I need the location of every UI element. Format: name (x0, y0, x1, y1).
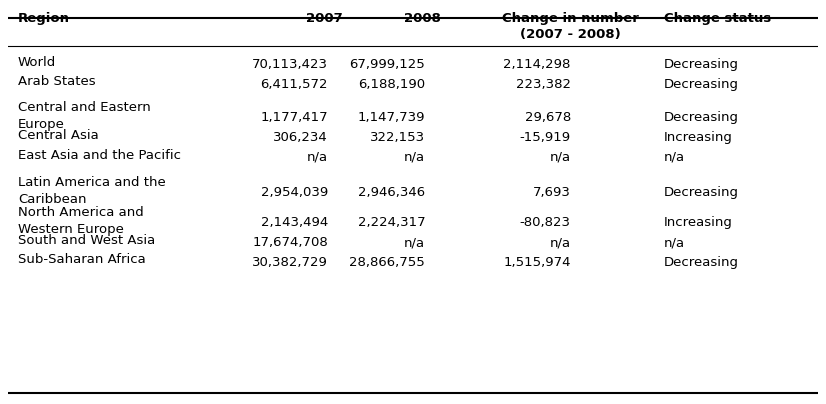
Text: Latin America and the
Caribbean: Latin America and the Caribbean (18, 176, 166, 206)
Text: Change status: Change status (664, 12, 771, 25)
Text: n/a: n/a (664, 151, 685, 164)
Text: 2,946,346: 2,946,346 (358, 186, 425, 199)
Text: Decreasing: Decreasing (664, 111, 739, 124)
Text: World: World (18, 55, 56, 69)
Text: 17,674,708: 17,674,708 (252, 236, 328, 249)
Text: 1,177,417: 1,177,417 (260, 111, 328, 124)
Text: n/a: n/a (404, 151, 425, 164)
Text: East Asia and the Pacific: East Asia and the Pacific (18, 149, 181, 162)
Text: Decreasing: Decreasing (664, 78, 739, 90)
Text: Region: Region (18, 12, 70, 25)
Text: Increasing: Increasing (664, 131, 733, 144)
Text: Sub-Saharan Africa: Sub-Saharan Africa (18, 253, 145, 267)
Text: 6,188,190: 6,188,190 (358, 78, 425, 90)
Text: Decreasing: Decreasing (664, 186, 739, 199)
Text: 2007: 2007 (306, 12, 342, 25)
Text: -80,823: -80,823 (520, 216, 571, 229)
Text: 6,411,572: 6,411,572 (260, 78, 328, 90)
Text: Change in number
(2007 - 2008): Change in number (2007 - 2008) (502, 12, 639, 41)
Text: Decreasing: Decreasing (664, 256, 739, 269)
Text: Central Asia: Central Asia (18, 129, 99, 142)
Text: 29,678: 29,678 (525, 111, 571, 124)
Text: n/a: n/a (404, 236, 425, 249)
Text: 2008: 2008 (404, 12, 441, 25)
Text: Arab States: Arab States (18, 75, 96, 88)
Text: Central and Eastern
Europe: Central and Eastern Europe (18, 101, 150, 131)
Text: n/a: n/a (664, 236, 685, 249)
Text: South and West Asia: South and West Asia (18, 234, 155, 247)
Text: 2,224,317: 2,224,317 (358, 216, 425, 229)
Text: 1,515,974: 1,515,974 (503, 256, 571, 269)
Text: 322,153: 322,153 (370, 131, 425, 144)
Text: 70,113,423: 70,113,423 (252, 58, 328, 71)
Text: 223,382: 223,382 (516, 78, 571, 90)
Text: 2,143,494: 2,143,494 (261, 216, 328, 229)
Text: 2,954,039: 2,954,039 (261, 186, 328, 199)
Text: n/a: n/a (550, 236, 571, 249)
Text: 1,147,739: 1,147,739 (358, 111, 425, 124)
Text: 306,234: 306,234 (273, 131, 328, 144)
Text: North America and
Western Europe: North America and Western Europe (18, 206, 144, 236)
Text: 2,114,298: 2,114,298 (504, 58, 571, 71)
Text: n/a: n/a (550, 151, 571, 164)
Text: Increasing: Increasing (664, 216, 733, 229)
Text: 28,866,755: 28,866,755 (349, 256, 425, 269)
Text: Decreasing: Decreasing (664, 58, 739, 71)
Text: 7,693: 7,693 (533, 186, 571, 199)
Text: -15,919: -15,919 (520, 131, 571, 144)
Text: n/a: n/a (307, 151, 328, 164)
Text: 67,999,125: 67,999,125 (349, 58, 425, 71)
Text: 30,382,729: 30,382,729 (252, 256, 328, 269)
